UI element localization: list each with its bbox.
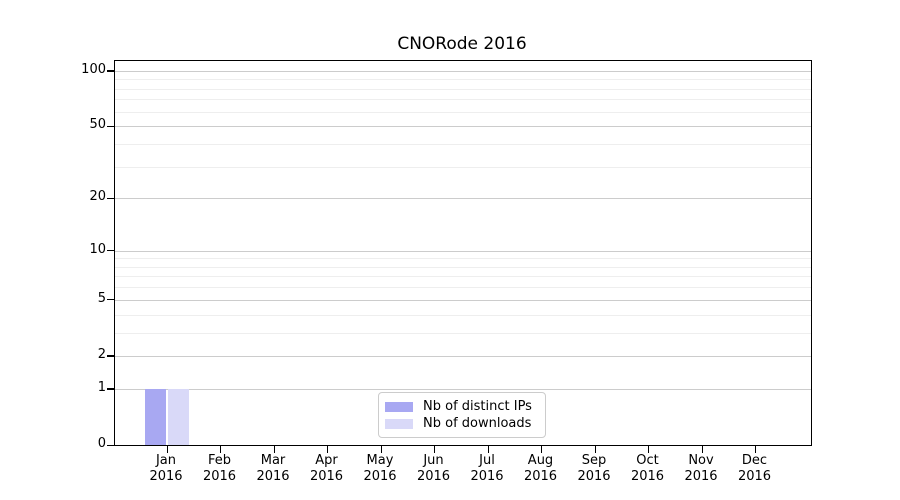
gridline-major-2	[115, 355, 811, 357]
xtick-label-jan: Jan 2016	[149, 453, 183, 484]
legend-label-downloads: Nb of downloads	[423, 416, 532, 431]
legend-swatch-distinct-ips	[385, 401, 413, 412]
xtick-label-apr: Apr 2016	[309, 453, 344, 484]
gridline-major-5	[115, 299, 811, 301]
xtick-mark-apr	[327, 446, 329, 453]
gridline-major-100	[115, 70, 811, 72]
chart-title: CNORode 2016	[397, 34, 527, 54]
xtick-label-oct: Oct 2016	[630, 453, 665, 484]
ytick-mark-100	[107, 70, 115, 72]
xtick-mark-jan	[166, 446, 168, 453]
gridline-major-20	[115, 198, 811, 200]
gridline-minor-80	[115, 88, 811, 90]
gridline-minor-4	[115, 314, 811, 316]
ytick-mark-20	[107, 197, 115, 199]
ytick-label-0: 0	[97, 436, 106, 451]
ytick-mark-5	[107, 299, 115, 301]
xtick-label-may: May 2016	[363, 453, 397, 484]
xtick-mark-dec	[755, 446, 757, 453]
xtick-label-mar: Mar 2016	[256, 453, 290, 484]
xtick-mark-jul	[487, 446, 489, 453]
gridline-minor-70	[115, 99, 811, 101]
gridline-minor-40	[115, 143, 811, 145]
xtick-label-jun: Jun 2016	[416, 453, 451, 484]
gridline-minor-30	[115, 166, 811, 168]
xtick-mark-nov	[701, 446, 703, 453]
xtick-mark-jun	[434, 446, 436, 453]
legend: Nb of distinct IPs Nb of downloads	[378, 392, 546, 438]
ytick-label-10: 10	[89, 241, 106, 257]
xtick-label-nov: Nov 2016	[684, 453, 718, 484]
ytick-mark-0	[107, 444, 115, 446]
bar-jan-downloads	[167, 388, 189, 445]
gridline-minor-60	[115, 111, 811, 113]
ytick-label-20: 20	[89, 189, 106, 205]
ytick-mark-50	[107, 125, 115, 127]
legend-swatch-downloads	[385, 418, 413, 429]
plot-area: Nb of distinct IPs Nb of downloads	[107, 60, 812, 453]
legend-item-downloads: Nb of downloads	[385, 415, 538, 432]
xtick-mark-mar	[273, 446, 275, 453]
gridline-minor-6	[115, 287, 811, 289]
gridline-major-50	[115, 126, 811, 128]
ytick-mark-1	[107, 388, 115, 390]
legend-item-distinct-ips: Nb of distinct IPs	[385, 398, 538, 415]
xtick-mark-aug	[541, 446, 543, 453]
gridline-minor-90	[115, 79, 811, 81]
gridline-minor-8	[115, 266, 811, 268]
xtick-mark-oct	[648, 446, 650, 453]
xtick-mark-sep	[594, 446, 596, 453]
xtick-mark-may	[380, 446, 382, 453]
xtick-label-sep: Sep 2016	[577, 453, 611, 484]
ytick-label-2: 2	[97, 346, 106, 362]
ytick-mark-10	[107, 250, 115, 252]
xtick-mark-feb	[220, 446, 222, 453]
xtick-label-jul: Jul 2016	[470, 453, 504, 484]
gridline-minor-9	[115, 258, 811, 260]
xtick-label-feb: Feb 2016	[202, 453, 237, 484]
gridline-major-1	[115, 388, 811, 390]
xtick-label-aug: Aug 2016	[523, 453, 558, 484]
ytick-label-1: 1	[97, 379, 106, 395]
bar-jan-distinct-ips	[144, 388, 166, 445]
ytick-label-50: 50	[89, 117, 106, 133]
gridline-minor-3	[115, 332, 811, 334]
xtick-label-dec: Dec 2016	[737, 453, 772, 484]
ytick-label-5: 5	[97, 290, 106, 306]
ytick-mark-2	[107, 355, 115, 357]
gridline-minor-7	[115, 276, 811, 278]
gridline-major-10	[115, 250, 811, 252]
legend-label-distinct-ips: Nb of distinct IPs	[423, 399, 532, 414]
ytick-label-100: 100	[81, 61, 106, 77]
